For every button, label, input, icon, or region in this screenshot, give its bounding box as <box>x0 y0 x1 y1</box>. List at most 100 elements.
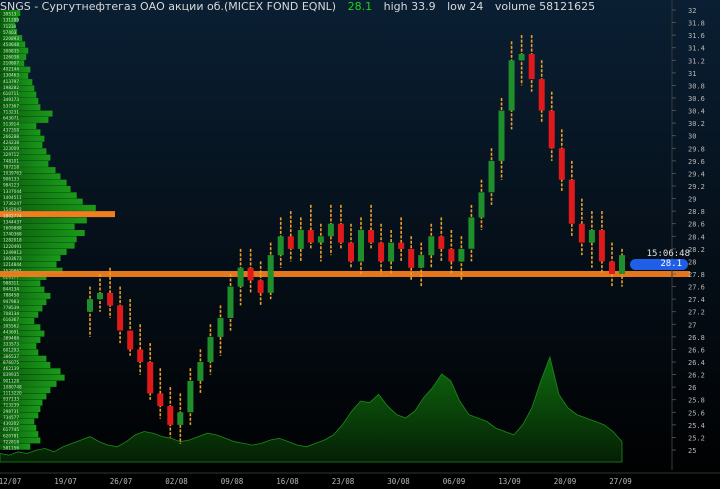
volume-profile-bar <box>0 142 43 148</box>
ohlc-bar <box>398 217 405 262</box>
ohlc-bar <box>518 35 525 86</box>
volume-profile-label: 1113220 <box>3 391 22 396</box>
y-tick-label: 32 <box>688 7 696 15</box>
ohlc-bar <box>127 299 134 356</box>
volume-profile-bar <box>0 380 57 387</box>
volume-profile-bar <box>0 418 35 425</box>
volume-profile-label: 1404511 <box>3 195 22 200</box>
last-price: 28.1 <box>347 0 373 13</box>
volume-profile-bar <box>0 343 37 350</box>
ohlc-bar <box>568 160 575 237</box>
y-tick-label: 25.2 <box>688 434 705 442</box>
ohlc-bar <box>358 217 364 274</box>
ohlc-bar <box>368 204 375 249</box>
high-value: high 33.9 <box>383 0 436 13</box>
volume-profile-label: 333573 <box>3 342 19 347</box>
volume-profile-label: 430202 <box>3 421 19 426</box>
clock-time: 15:06:48 <box>646 249 690 259</box>
volume-profile-bar <box>0 110 53 117</box>
volume-profile-bar <box>0 129 41 136</box>
y-tick-label: 31.8 <box>688 20 705 28</box>
ohlc-bar <box>348 223 354 268</box>
y-tick-label: 30 <box>688 133 696 141</box>
volume-profile-bar <box>0 91 37 98</box>
ohlc-bar <box>528 35 535 92</box>
ohlc-bar <box>167 387 174 438</box>
volume-profile-bar <box>0 280 41 287</box>
volume-profile-bar <box>0 116 49 123</box>
y-tick-label: 28.6 <box>688 221 705 229</box>
y-tick-label: 31.2 <box>688 57 705 65</box>
volume-profile-bar <box>0 211 115 218</box>
volume-profile-label: 748101 <box>3 158 19 163</box>
volume-profile-label: 734577 <box>3 415 19 420</box>
volume-profile-label: 616367 <box>3 317 19 322</box>
x-axis: 12/07 19/07 26/07 02/08 09/08 16/08 23/08 30/08… <box>0 472 720 489</box>
volume-profile-label: 323009 <box>3 146 19 151</box>
volume-profile-label: 71234 <box>3 24 17 29</box>
y-tick-label: 27.4 <box>688 296 705 304</box>
low-value: low 24 <box>447 0 484 13</box>
volume-profile-bar <box>0 330 45 337</box>
volume-profile-bar <box>0 267 63 274</box>
volume-profile-bar <box>0 98 39 104</box>
y-tick-label: 27.6 <box>688 284 705 292</box>
y-tick-label: 29.8 <box>688 145 705 153</box>
ohlc-bar <box>197 349 204 394</box>
volume-profile-bar <box>0 72 29 79</box>
volume-profile-label: 130463 <box>3 73 19 78</box>
volume-profile-bar <box>0 204 96 211</box>
ohlc-bar <box>257 261 264 306</box>
volume-profile-bar <box>0 60 25 67</box>
volume-profile-label: 389488 <box>3 336 19 341</box>
x-tick-label: 02/08 <box>165 477 188 486</box>
ohlc-bar <box>498 98 505 180</box>
volume-profile-label: 1080748 <box>3 384 22 389</box>
volume-profile-bar <box>0 173 61 180</box>
y-tick-label: 25 <box>688 447 696 455</box>
volume-profile-bar <box>0 192 77 199</box>
ohlc-bar <box>87 286 93 337</box>
y-tick-label: 29.2 <box>688 183 705 191</box>
ohlc-bar <box>578 198 585 256</box>
ohlc-bar <box>418 242 425 287</box>
volume-profile-label: 1337044 <box>3 189 22 194</box>
volume-profile-label: 581156 <box>3 446 19 451</box>
volume-profile-label: 1220491 <box>3 244 22 249</box>
volume-profile-label: 443691 <box>3 329 19 334</box>
y-tick-label: 29.4 <box>688 170 705 178</box>
volume-profile-bar <box>0 349 39 356</box>
volume-profile-bar <box>0 437 41 444</box>
volume-profile-bar <box>0 16 19 23</box>
y-tick-label: 26.8 <box>688 334 705 342</box>
volume-profile-bar <box>0 324 41 331</box>
ohlc-bar <box>177 393 184 444</box>
volume-profile-label: 610711 <box>3 91 19 96</box>
ohlc-bar <box>157 368 164 419</box>
volume-profile-bar <box>0 179 67 186</box>
volume-profile-bar <box>0 230 85 236</box>
ohlc-bar <box>508 41 515 130</box>
last-price-marker: 28.1 <box>630 259 688 270</box>
volume-profile-label: 1282018 <box>3 238 22 243</box>
y-tick-label: 28 <box>688 258 696 266</box>
x-tick-label: 19/07 <box>54 477 77 486</box>
volume-profile-bar <box>0 41 26 48</box>
volume-profile-bar <box>0 66 31 73</box>
y-tick-label: 25.8 <box>688 397 705 405</box>
volume-profile-label: 620781 <box>3 433 19 438</box>
ohlc-bar <box>548 91 555 161</box>
ohlc-bar <box>147 343 154 400</box>
volume-profile-bar <box>0 79 33 86</box>
ohlc-bar <box>297 217 304 262</box>
volume-profile-bar <box>0 412 39 419</box>
volume-profile-label: 298731 <box>3 409 19 414</box>
volume-profile-label: 220893 <box>3 36 19 41</box>
volume-profile-label: 349173 <box>3 97 19 102</box>
volume-profile-label: 713231 <box>3 109 19 114</box>
ohlc-bar <box>388 230 395 274</box>
volume-profile-label: 210807 <box>3 61 19 66</box>
volume-area-shape <box>0 355 623 463</box>
y-tick-label: 30.6 <box>688 95 705 103</box>
